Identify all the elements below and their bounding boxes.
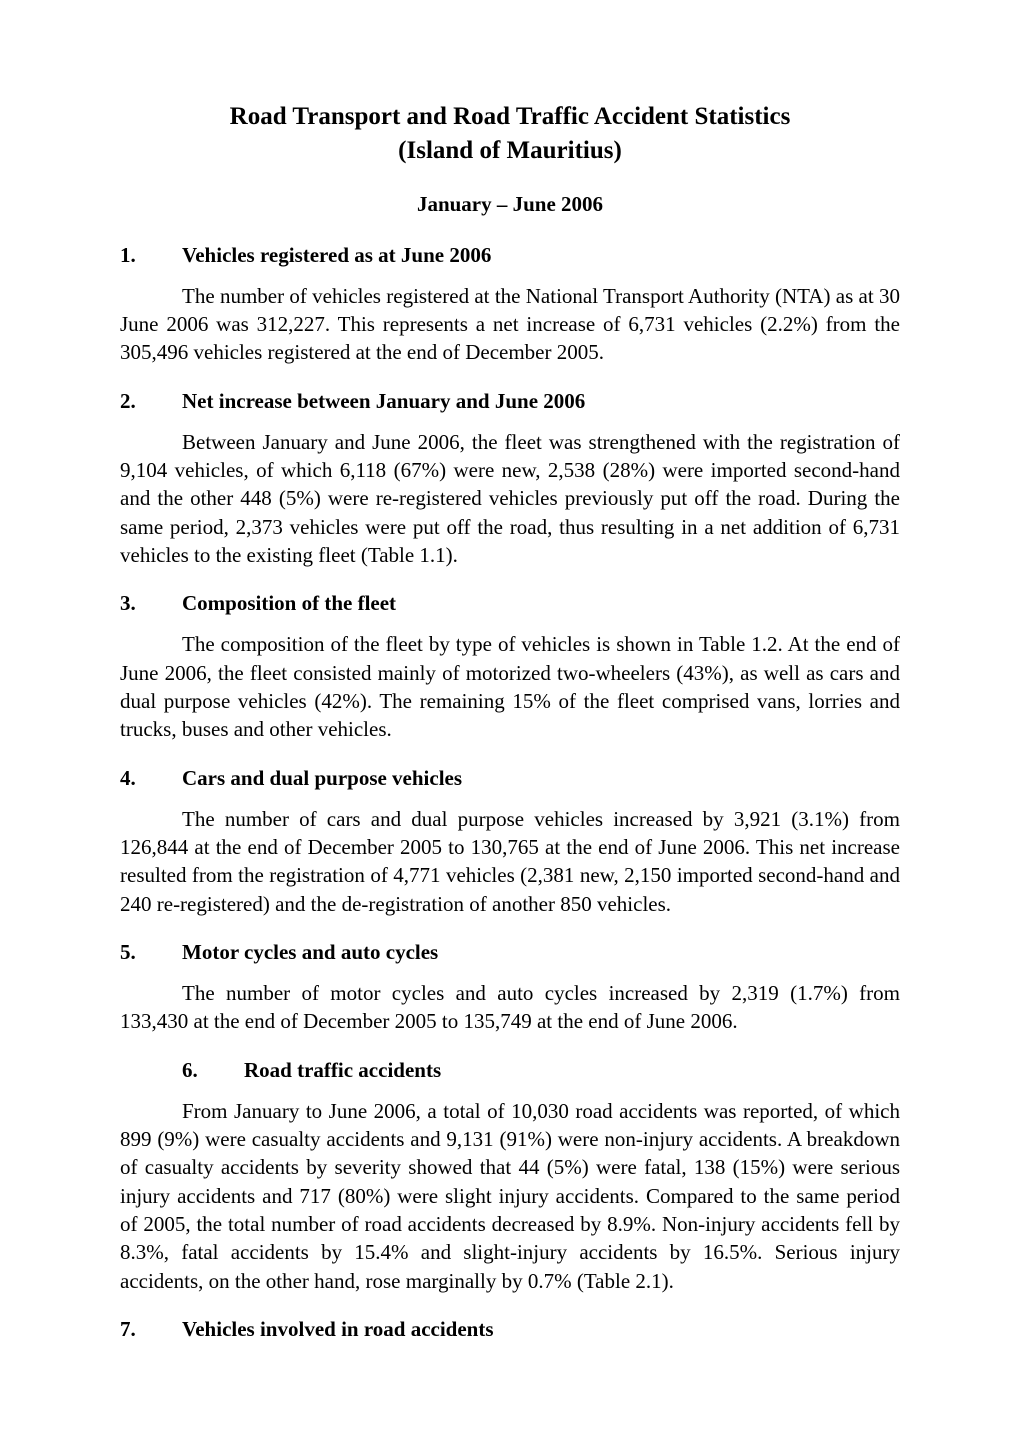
section-title: Cars and dual purpose vehicles: [182, 766, 900, 791]
section-paragraph-1: The number of vehicles registered at the…: [120, 282, 900, 367]
section-paragraph-6: From January to June 2006, a total of 10…: [120, 1097, 900, 1295]
section-number: 4.: [120, 766, 182, 791]
section-number: 5.: [120, 940, 182, 965]
subtitle: January – June 2006: [120, 192, 900, 217]
section-paragraph-3: The composition of the fleet by type of …: [120, 630, 900, 743]
section-number: 2.: [120, 389, 182, 414]
section-heading-6: 6. Road traffic accidents: [182, 1058, 900, 1083]
section-heading-1: 1. Vehicles registered as at June 2006: [120, 243, 900, 268]
section-heading-7: 7. Vehicles involved in road accidents: [120, 1317, 900, 1342]
section-number: 6.: [182, 1058, 244, 1083]
section-number: 7.: [120, 1317, 182, 1342]
section-title: Vehicles registered as at June 2006: [182, 243, 900, 268]
section-heading-5: 5. Motor cycles and auto cycles: [120, 940, 900, 965]
section-title: Road traffic accidents: [244, 1058, 900, 1083]
title-block: Road Transport and Road Traffic Accident…: [120, 100, 900, 168]
section-number: 1.: [120, 243, 182, 268]
section-paragraph-5: The number of motor cycles and auto cycl…: [120, 979, 900, 1036]
section-paragraph-2: Between January and June 2006, the fleet…: [120, 428, 900, 570]
section-title: Motor cycles and auto cycles: [182, 940, 900, 965]
section-heading-2: 2. Net increase between January and June…: [120, 389, 900, 414]
section-number: 3.: [120, 591, 182, 616]
section-title: Composition of the fleet: [182, 591, 900, 616]
section-paragraph-4: The number of cars and dual purpose vehi…: [120, 805, 900, 918]
section-title: Net increase between January and June 20…: [182, 389, 900, 414]
title-line-1: Road Transport and Road Traffic Accident…: [120, 100, 900, 134]
section-heading-4: 4. Cars and dual purpose vehicles: [120, 766, 900, 791]
document-page: Road Transport and Road Traffic Accident…: [0, 0, 1020, 1443]
section-heading-3: 3. Composition of the fleet: [120, 591, 900, 616]
title-line-2: (Island of Mauritius): [120, 134, 900, 168]
section-title: Vehicles involved in road accidents: [182, 1317, 900, 1342]
